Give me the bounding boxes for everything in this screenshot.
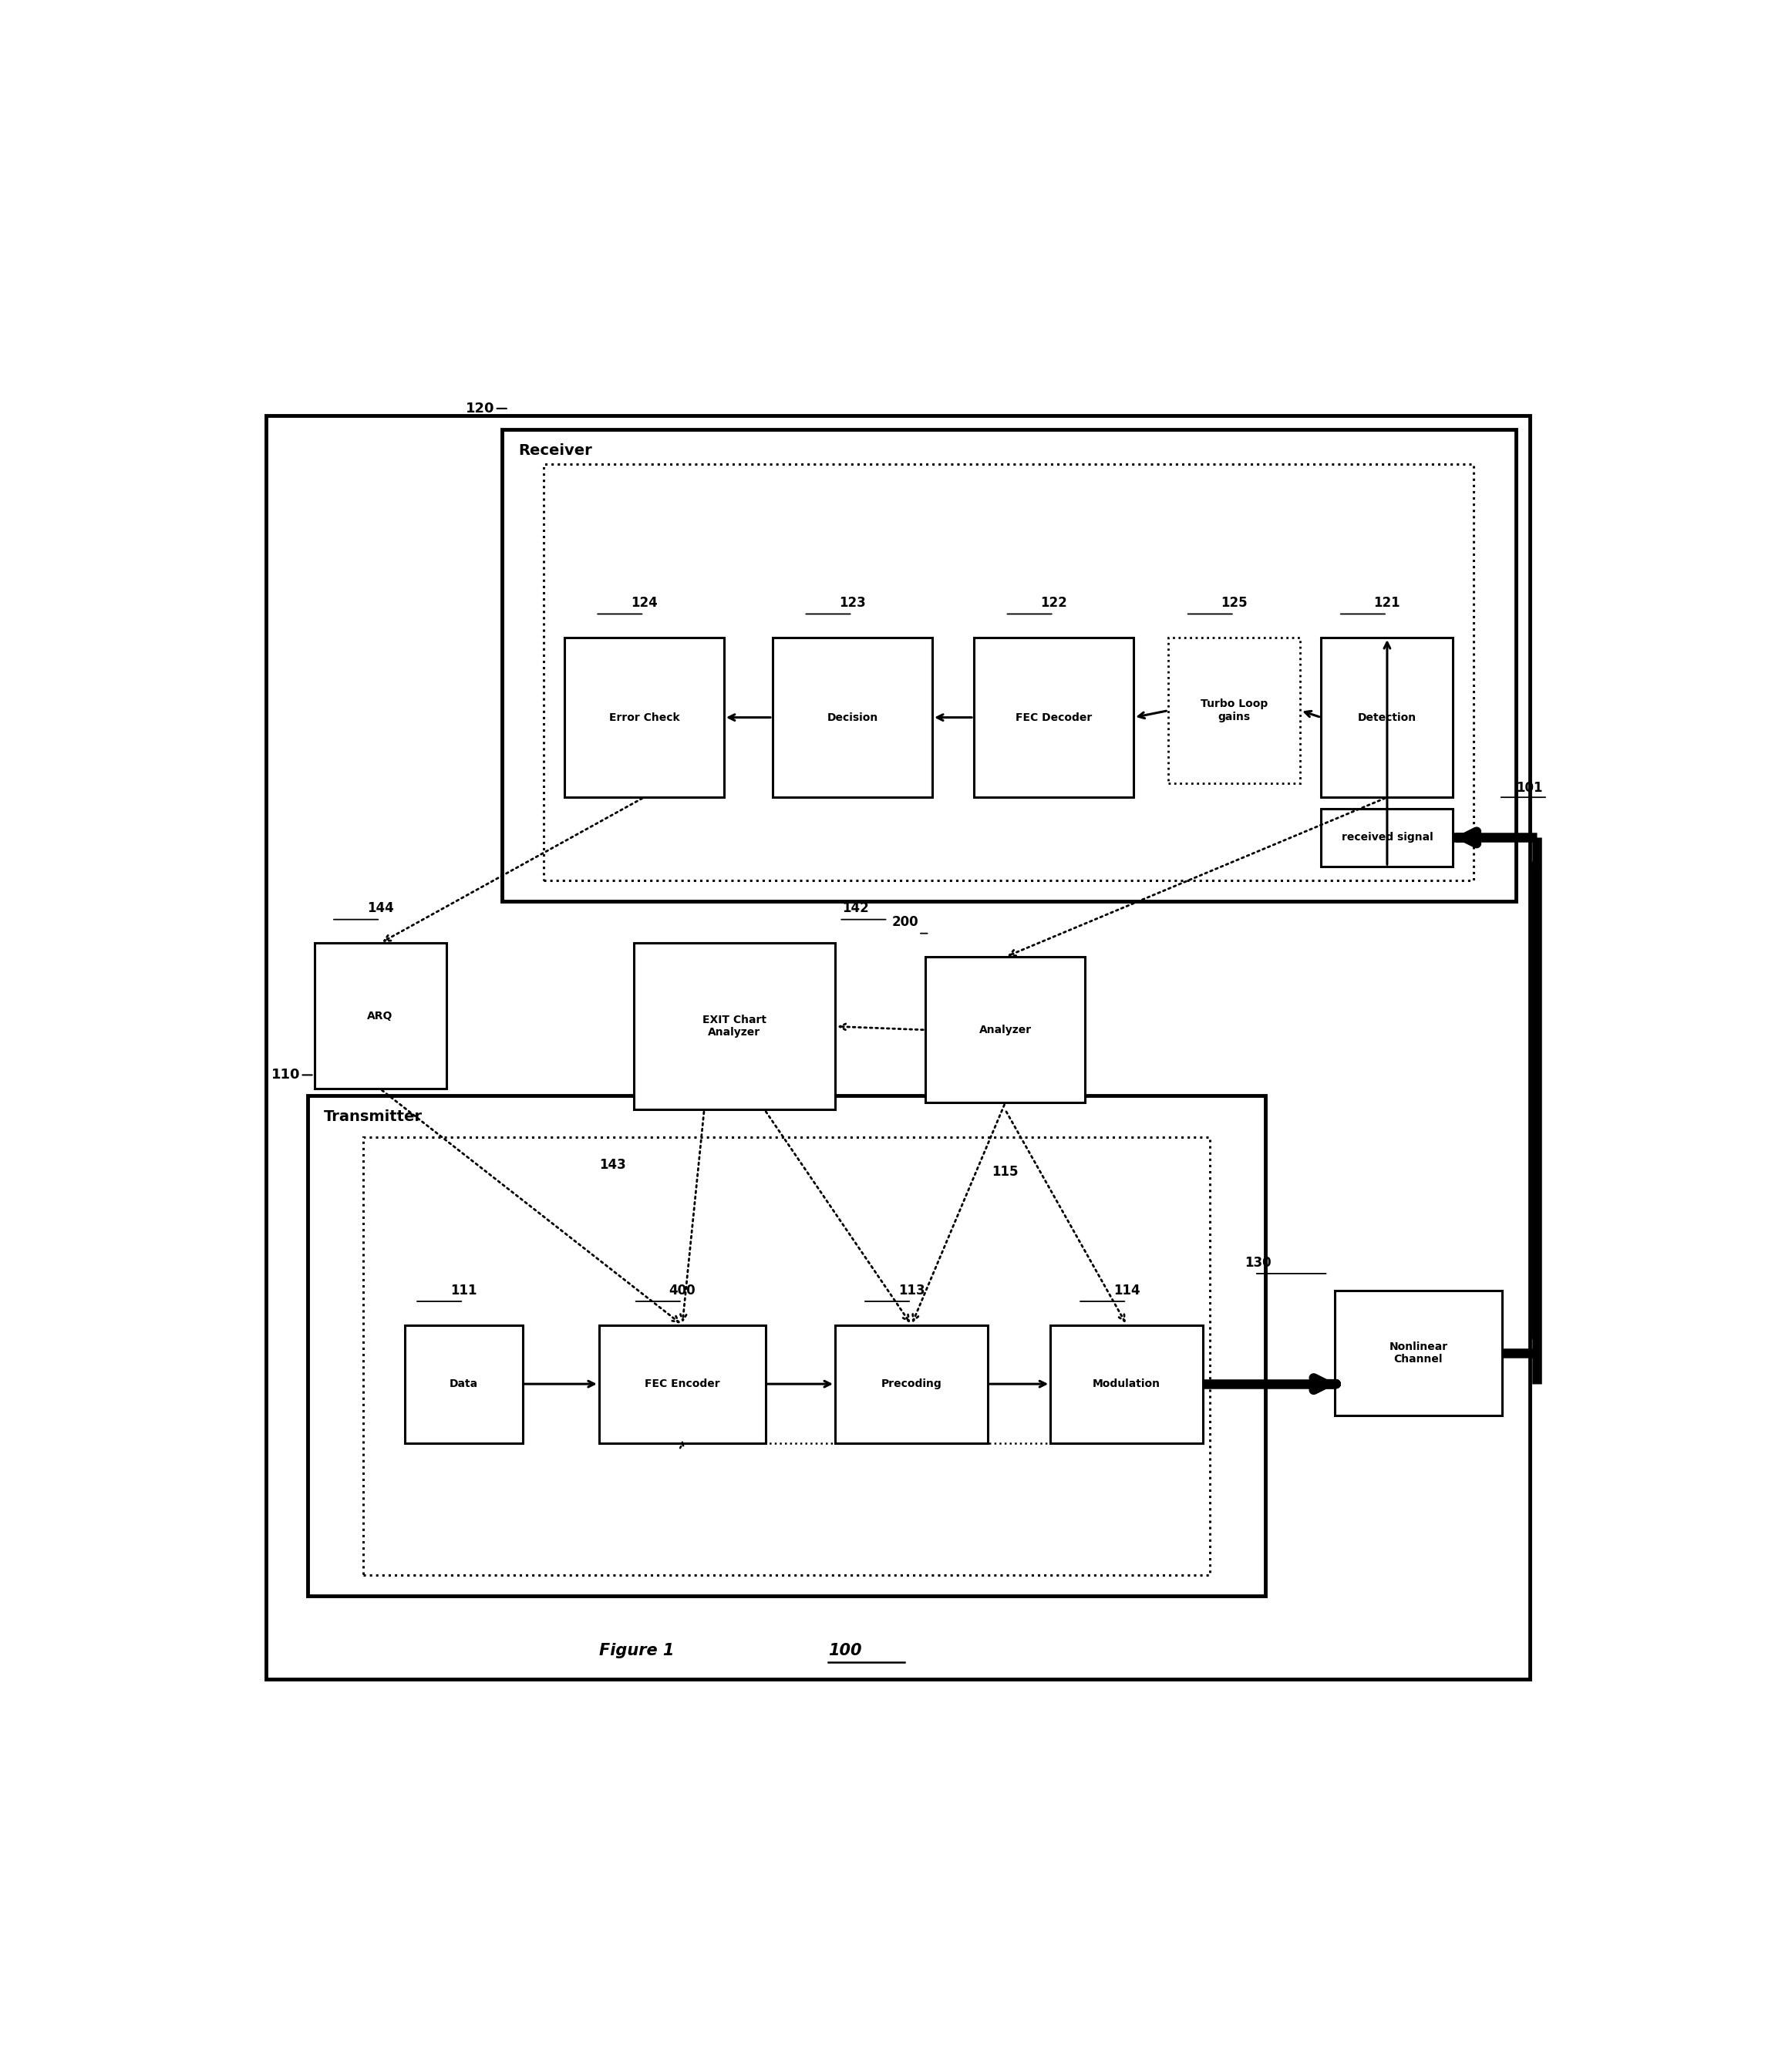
FancyBboxPatch shape: [502, 428, 1516, 902]
Text: received signal: received signal: [1342, 832, 1434, 843]
Text: 122: 122: [1041, 595, 1068, 610]
Text: 144: 144: [367, 902, 394, 915]
Text: Figure 1: Figure 1: [599, 1642, 679, 1658]
Text: 125: 125: [1220, 595, 1247, 610]
Text: 130: 130: [1245, 1255, 1272, 1269]
FancyBboxPatch shape: [634, 943, 835, 1110]
FancyBboxPatch shape: [265, 416, 1530, 1679]
Text: Transmitter: Transmitter: [324, 1110, 423, 1125]
Text: Precoding: Precoding: [882, 1378, 943, 1388]
Text: 120: 120: [466, 402, 495, 416]
FancyBboxPatch shape: [308, 1096, 1265, 1597]
Text: Decision: Decision: [826, 713, 878, 723]
FancyBboxPatch shape: [835, 1325, 987, 1442]
FancyBboxPatch shape: [564, 639, 724, 797]
Text: EXIT Chart
Analyzer: EXIT Chart Analyzer: [702, 1016, 767, 1038]
Text: Modulation: Modulation: [1093, 1378, 1161, 1388]
Text: ARQ: ARQ: [367, 1011, 392, 1022]
Text: 124: 124: [631, 595, 658, 610]
FancyBboxPatch shape: [1050, 1325, 1202, 1442]
Text: 113: 113: [898, 1283, 925, 1298]
Text: FEC Encoder: FEC Encoder: [645, 1378, 720, 1388]
Text: 400: 400: [668, 1283, 695, 1298]
Text: 200: 200: [892, 915, 918, 929]
Text: 111: 111: [450, 1283, 477, 1298]
FancyBboxPatch shape: [599, 1325, 765, 1442]
Text: 123: 123: [839, 595, 866, 610]
Text: Turbo Loop
gains: Turbo Loop gains: [1201, 698, 1269, 723]
FancyBboxPatch shape: [1321, 808, 1453, 867]
FancyBboxPatch shape: [925, 958, 1086, 1102]
Text: Receiver: Receiver: [518, 443, 593, 457]
Text: Analyzer: Analyzer: [978, 1024, 1032, 1036]
FancyBboxPatch shape: [362, 1137, 1210, 1576]
Text: Data: Data: [450, 1378, 478, 1388]
FancyBboxPatch shape: [1335, 1290, 1502, 1415]
FancyBboxPatch shape: [543, 464, 1473, 880]
Text: FEC Decoder: FEC Decoder: [1016, 713, 1091, 723]
FancyBboxPatch shape: [314, 943, 446, 1090]
FancyBboxPatch shape: [1168, 639, 1301, 783]
Text: Error Check: Error Check: [609, 713, 679, 723]
FancyBboxPatch shape: [772, 639, 932, 797]
Text: 110: 110: [271, 1067, 301, 1082]
Text: 142: 142: [842, 902, 869, 915]
Text: 121: 121: [1374, 595, 1401, 610]
Text: Nonlinear
Channel: Nonlinear Channel: [1389, 1341, 1448, 1364]
Text: 143: 143: [599, 1158, 625, 1172]
FancyBboxPatch shape: [405, 1325, 523, 1442]
Text: 101: 101: [1516, 781, 1543, 795]
Text: 115: 115: [993, 1166, 1018, 1178]
FancyBboxPatch shape: [1321, 639, 1453, 797]
Text: 100: 100: [828, 1642, 862, 1658]
Text: Detection: Detection: [1358, 713, 1416, 723]
FancyBboxPatch shape: [975, 639, 1134, 797]
Text: 114: 114: [1113, 1283, 1140, 1298]
